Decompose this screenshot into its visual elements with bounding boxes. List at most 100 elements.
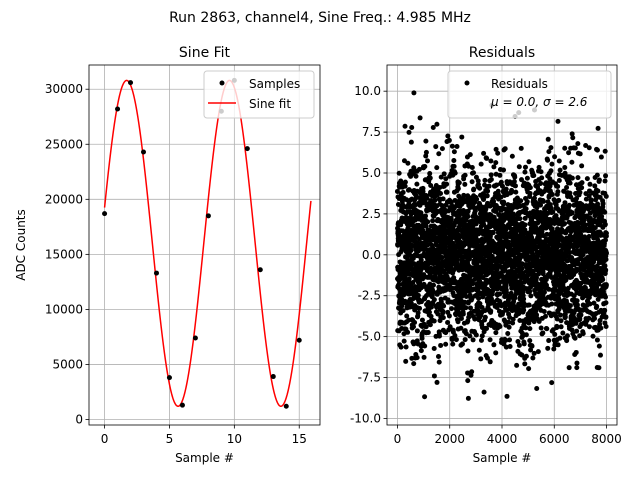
- residuals-ticks: 0 2000 4000 6000 8000 -10.0 -7.5 -5.0 -2.5 0.0 2.5…: [350, 84, 622, 446]
- residual-point: [425, 330, 431, 336]
- residual-point: [408, 248, 414, 254]
- residual-point: [582, 234, 588, 240]
- residual-point: [514, 362, 520, 368]
- residual-point: [603, 257, 609, 262]
- residual-point: [441, 171, 447, 177]
- residual-point: [586, 324, 592, 330]
- sine-fit-curve: [103, 79, 312, 408]
- residual-point: [592, 225, 598, 231]
- residual-point: [411, 341, 417, 347]
- residual-point: [425, 158, 431, 164]
- residual-point: [403, 344, 409, 350]
- residual-point: [423, 324, 429, 330]
- residual-point: [579, 163, 585, 169]
- residual-point: [557, 167, 563, 173]
- residual-point: [422, 343, 428, 349]
- residuals-ytick-label: 10.0: [354, 84, 381, 98]
- sample-point: [244, 146, 250, 152]
- sine-fit-legend: Samples Sine fit: [203, 70, 315, 119]
- residual-point: [421, 354, 427, 360]
- residual-point: [506, 319, 512, 325]
- residual-point: [451, 158, 457, 164]
- residual-point: [493, 171, 499, 177]
- residual-point: [481, 150, 487, 156]
- residual-point: [503, 344, 509, 350]
- residual-point: [549, 301, 555, 307]
- residual-point: [556, 178, 562, 184]
- residual-point: [562, 170, 568, 176]
- residual-point: [574, 298, 580, 304]
- residual-point: [465, 214, 471, 220]
- residual-point: [534, 385, 540, 391]
- residual-point: [509, 187, 515, 193]
- residuals-xtick-label: 0: [394, 432, 402, 446]
- residual-point: [530, 355, 536, 361]
- residual-point: [422, 394, 428, 400]
- residual-point: [444, 189, 450, 195]
- residual-point: [432, 197, 438, 203]
- residual-point: [469, 179, 475, 185]
- residual-point: [587, 181, 593, 187]
- legend-residuals-marker: [464, 80, 470, 86]
- residual-point: [594, 303, 600, 309]
- residual-point: [478, 337, 484, 343]
- residual-point: [555, 189, 561, 195]
- residual-point: [538, 180, 544, 186]
- residual-point: [602, 263, 608, 269]
- residual-point: [479, 304, 485, 310]
- residual-point: [539, 175, 545, 181]
- residual-point: [558, 318, 564, 324]
- residual-point: [488, 158, 494, 164]
- residual-point: [497, 324, 503, 330]
- residual-point: [435, 353, 441, 359]
- residual-point: [594, 337, 600, 343]
- residual-point: [534, 312, 540, 318]
- residual-point: [439, 146, 445, 152]
- residual-point: [459, 341, 465, 347]
- residual-point: [584, 176, 590, 182]
- residual-point: [603, 300, 609, 306]
- residual-point: [501, 199, 507, 205]
- residual-point: [470, 337, 476, 343]
- residual-point: [448, 215, 454, 221]
- residual-point: [423, 138, 429, 144]
- residual-point: [551, 346, 557, 352]
- residual-point: [564, 320, 570, 326]
- residuals-xtick-label: 4000: [487, 432, 518, 446]
- residual-point: [526, 320, 532, 326]
- residual-point: [511, 179, 517, 185]
- residual-point: [528, 347, 534, 353]
- residual-point: [522, 215, 528, 221]
- residual-point: [423, 213, 429, 219]
- residual-point: [602, 209, 608, 215]
- residual-point: [502, 146, 508, 152]
- residual-point: [602, 237, 608, 243]
- sample-point: [257, 267, 263, 273]
- residual-point: [506, 324, 512, 330]
- residual-point: [562, 221, 568, 227]
- residuals-ytick-label: 7.5: [362, 125, 381, 139]
- sample-point: [270, 374, 276, 380]
- residual-point: [583, 196, 589, 202]
- residual-point: [522, 164, 528, 170]
- residual-point: [546, 149, 552, 155]
- residual-point: [467, 152, 473, 158]
- residual-point: [535, 349, 541, 355]
- residual-point: [596, 343, 602, 349]
- residual-point: [600, 201, 606, 207]
- residual-point: [406, 129, 412, 135]
- residual-point: [431, 297, 437, 303]
- residual-point: [510, 316, 516, 322]
- residual-point: [493, 146, 499, 152]
- residual-point: [583, 321, 589, 327]
- residual-point: [434, 379, 440, 385]
- sample-point: [166, 375, 172, 381]
- residual-point: [552, 331, 558, 337]
- residual-point: [512, 174, 518, 180]
- residual-point: [445, 319, 451, 325]
- residual-point: [446, 137, 452, 143]
- residual-point: [490, 230, 496, 236]
- residual-point: [564, 184, 570, 190]
- residual-point: [495, 150, 501, 156]
- residual-point: [588, 198, 594, 204]
